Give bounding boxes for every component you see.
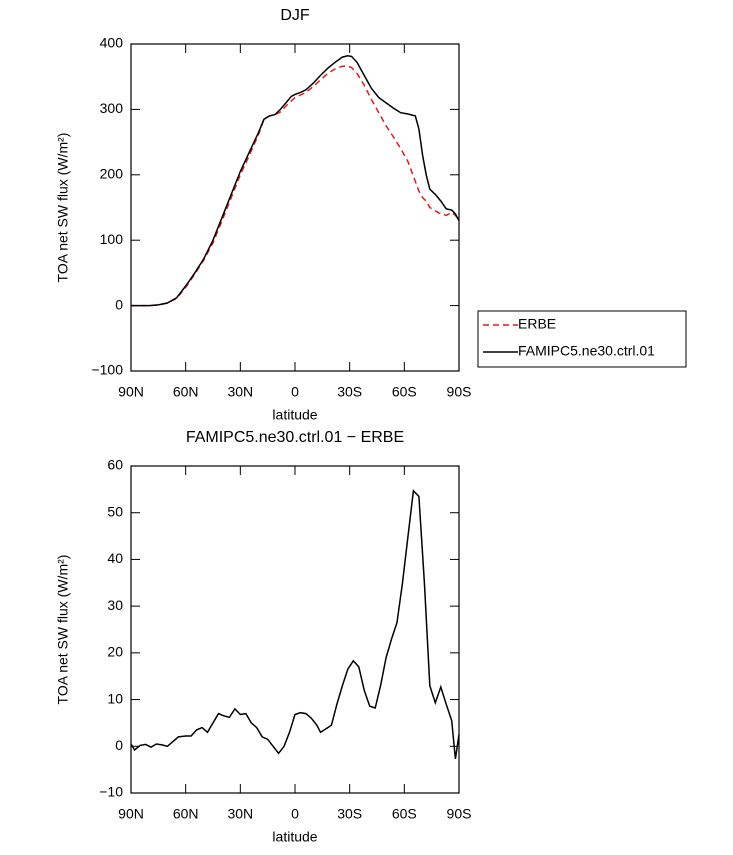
x-tick-label: 90S	[447, 806, 472, 822]
data-line	[131, 65, 460, 307]
y-tick-label: 40	[107, 550, 123, 566]
y-tick-label: 30	[107, 597, 123, 613]
y-tick-label: 300	[100, 100, 124, 116]
legend-label: ERBE	[518, 316, 556, 332]
y-tick-label: −10	[99, 784, 123, 800]
y-axis-label: TOA net SW flux (W/m²)	[55, 133, 71, 283]
plot-frame	[130, 43, 460, 372]
x-tick-label: 90N	[118, 384, 144, 400]
x-tick-label: 30S	[337, 806, 362, 822]
y-tick-label: 10	[107, 690, 123, 706]
y-tick-label: −100	[91, 362, 123, 378]
x-tick-label: 30N	[227, 806, 253, 822]
y-tick-label: 200	[100, 166, 124, 182]
data-line	[131, 55, 460, 307]
x-tick-label: 90N	[118, 806, 144, 822]
y-tick-label: 0	[115, 737, 123, 753]
data-line	[130, 489, 460, 760]
x-tick-label: 60S	[392, 384, 417, 400]
x-tick-label: 60S	[392, 806, 417, 822]
x-tick-label: 30N	[227, 384, 253, 400]
legend-label: FAMIPC5.ne30.ctrl.01	[518, 343, 655, 359]
chart-title: DJF	[280, 7, 310, 24]
x-axis-label: latitude	[272, 829, 317, 845]
x-tick-label: 60N	[173, 384, 199, 400]
legend-box	[477, 310, 687, 368]
chart-title: FAMIPC5.ne30.ctrl.01 − ERBE	[186, 429, 404, 446]
x-axis-label: latitude	[272, 407, 317, 423]
y-tick-label: 100	[100, 231, 124, 247]
x-tick-label: 90S	[447, 384, 472, 400]
y-axis-label: TOA net SW flux (W/m²)	[55, 555, 71, 705]
y-tick-label: 50	[107, 503, 123, 519]
x-tick-label: 0	[291, 384, 299, 400]
y-tick-label: 60	[107, 457, 123, 473]
x-tick-label: 30S	[337, 384, 362, 400]
y-tick-label: 0	[115, 296, 123, 312]
x-tick-label: 0	[291, 806, 299, 822]
x-tick-label: 60N	[173, 806, 199, 822]
y-tick-label: 20	[107, 644, 123, 660]
y-tick-label: 400	[100, 35, 124, 51]
